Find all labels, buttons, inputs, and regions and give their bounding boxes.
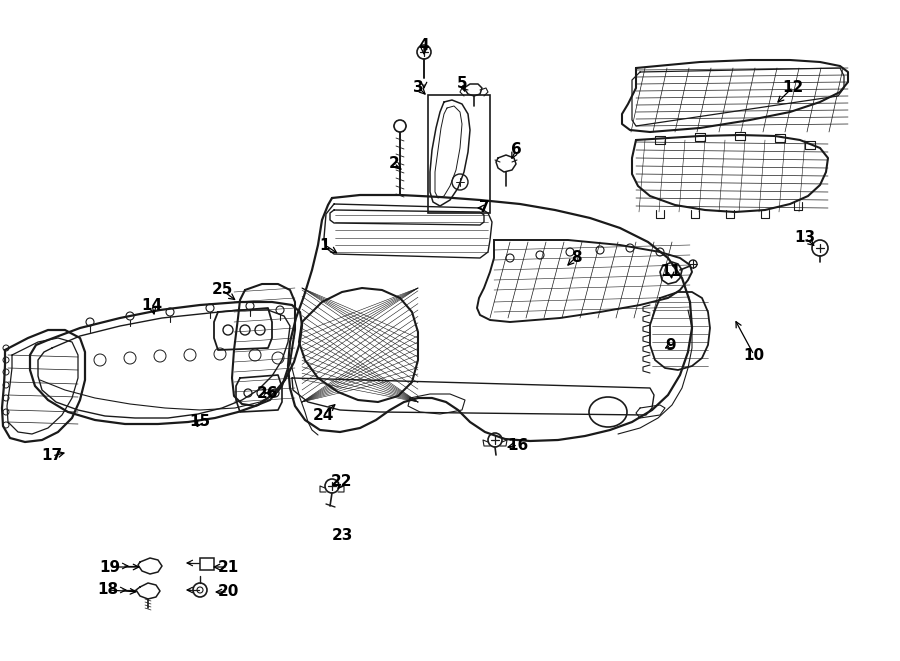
- Text: 25: 25: [212, 282, 233, 297]
- Text: 22: 22: [331, 475, 353, 490]
- Text: 18: 18: [97, 582, 119, 598]
- Text: 10: 10: [743, 348, 765, 362]
- Text: 21: 21: [218, 559, 238, 574]
- Text: 1: 1: [320, 237, 330, 253]
- Text: 15: 15: [189, 414, 211, 430]
- Circle shape: [394, 120, 406, 132]
- Text: 19: 19: [99, 559, 121, 574]
- Bar: [428, 95, 490, 213]
- Text: 17: 17: [41, 449, 63, 463]
- Text: 2: 2: [389, 155, 400, 171]
- Bar: [200, 558, 214, 570]
- Text: 12: 12: [782, 79, 804, 95]
- Text: 5: 5: [456, 75, 467, 91]
- Text: 3: 3: [413, 79, 423, 95]
- Text: 6: 6: [510, 143, 521, 157]
- Text: 23: 23: [331, 527, 353, 543]
- Text: 8: 8: [571, 249, 581, 264]
- Text: 13: 13: [795, 231, 815, 245]
- Text: 16: 16: [508, 438, 528, 453]
- Text: 20: 20: [217, 584, 239, 600]
- Text: 14: 14: [141, 297, 163, 313]
- Text: 4: 4: [418, 38, 429, 52]
- Text: 26: 26: [257, 385, 279, 401]
- Text: 9: 9: [666, 338, 676, 352]
- Text: 24: 24: [312, 407, 334, 422]
- Text: 7: 7: [479, 200, 490, 215]
- Text: 11: 11: [661, 264, 681, 280]
